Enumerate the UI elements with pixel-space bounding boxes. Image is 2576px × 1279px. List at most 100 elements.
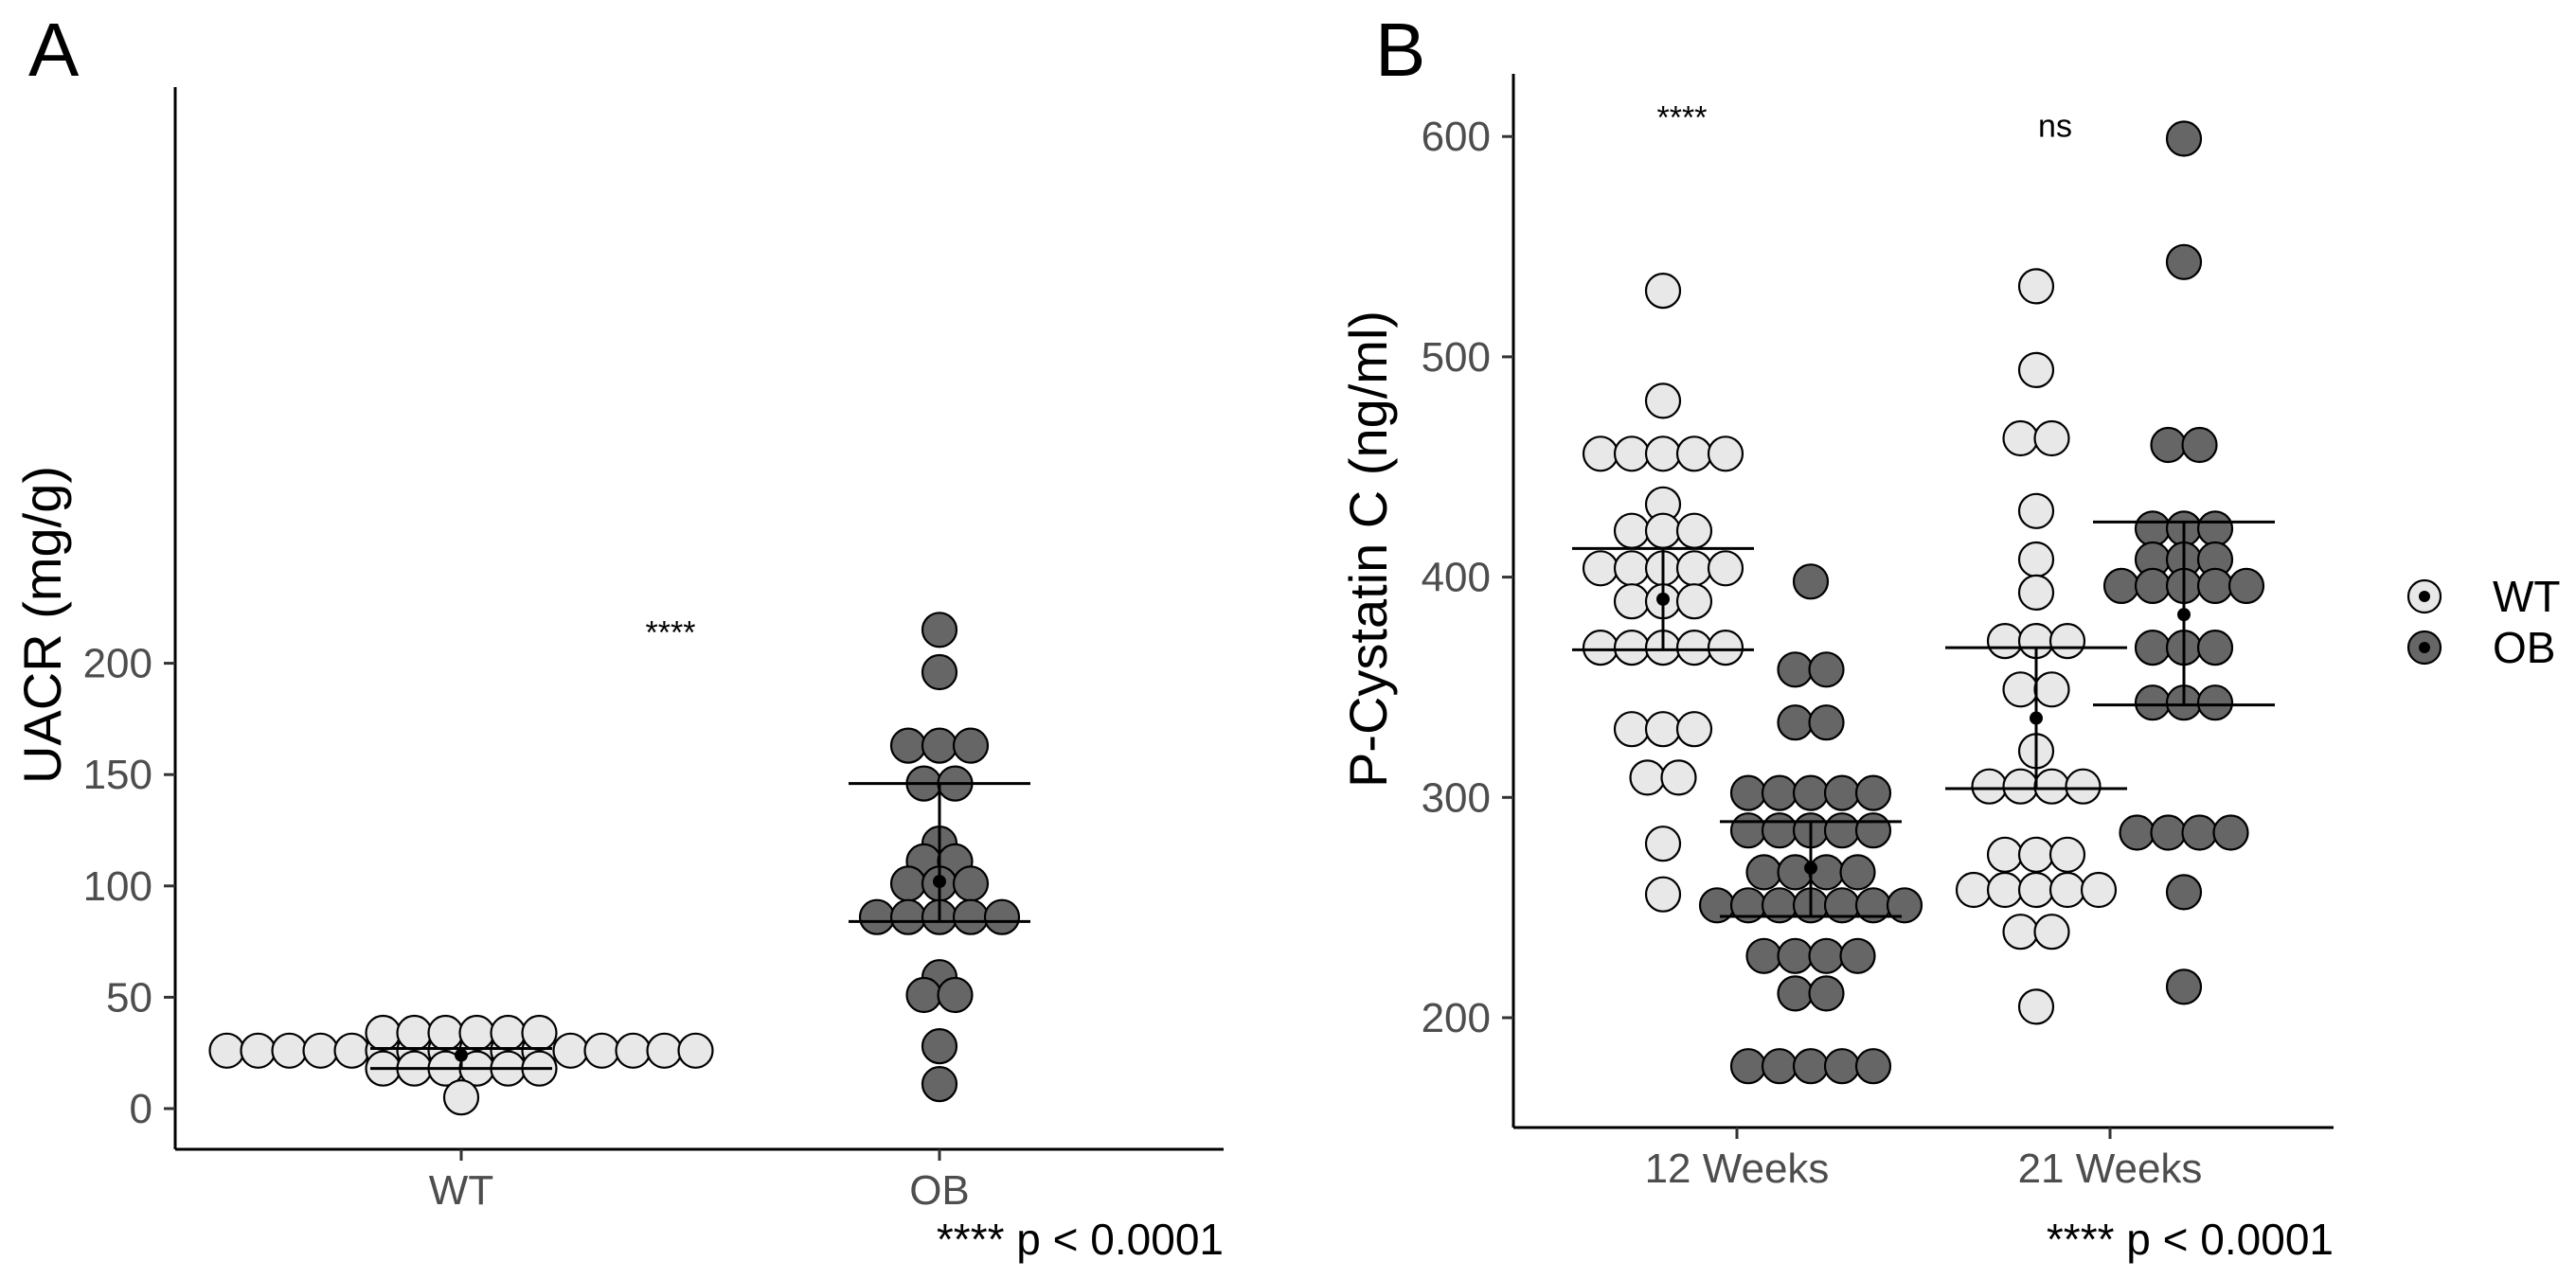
- panel-b-wt-12-weeks-point: [1675, 711, 1713, 748]
- y-tick-label: 0: [130, 1086, 152, 1132]
- panel-b-wt-12-weeks-point: [1644, 512, 1682, 549]
- panel-b-ob-21-weeks-point: [2150, 814, 2187, 851]
- panel-b-wt-21-weeks-point: [2017, 541, 2055, 578]
- panel-b-wt-21-weeks-point: [2002, 671, 2039, 708]
- panel-b-ob-12-weeks-point: [1792, 774, 1830, 811]
- panel-b-wt-21-weeks-point: [2017, 836, 2055, 873]
- panel-b-wt-12-weeks-point: [1644, 382, 1682, 419]
- panel-b-ob-21-weeks-point: [2165, 968, 2203, 1005]
- panel-a-ob-point: [921, 1027, 958, 1065]
- panel-b-wt-21-weeks-point: [2033, 671, 2070, 708]
- panel-b-ob-12-weeks-point: [1792, 1048, 1830, 1085]
- panel-b-ob-12-weeks-point: [1777, 975, 1814, 1012]
- panel-b-wt-21-weeks-point: [2033, 419, 2070, 457]
- panel-b-ob-21-weeks-point: [2212, 814, 2249, 851]
- panel-a-ob-point: [889, 898, 927, 935]
- panel-b-wt-21-weeks-point: [2048, 836, 2086, 873]
- panel-b-ob-21-weeks-point: [2165, 243, 2203, 280]
- panel-b-wt-12-weeks-point: [1675, 512, 1713, 549]
- panel-b-wt-12-weeks-point: [1613, 435, 1651, 472]
- panel-a-wt-point: [427, 1014, 464, 1052]
- panel-b-significance-labels: **** ns: [1657, 99, 2072, 144]
- panel-a-ob-point: [921, 612, 958, 648]
- panel-b-ob-21-weeks-point: [2134, 510, 2172, 547]
- panel-b-ob-12-weeks-point: [1808, 704, 1845, 741]
- panel-b-wt-21-weeks-point: [2002, 768, 2039, 805]
- panel-b-wt-12-weeks-point: [1675, 629, 1713, 666]
- panel-b-wt-21-weeks-point: [2033, 768, 2070, 805]
- panel-b-ob-12-weeks-point: [1808, 651, 1845, 688]
- panel-a-ob-point: [983, 898, 1021, 935]
- panel-b-ob-12-weeks-point: [1777, 651, 1814, 688]
- panel-a-ob-mean-marker: [933, 875, 946, 889]
- panel-b-wt-12-weeks-point: [1644, 711, 1682, 748]
- panel-a-ob-point: [889, 727, 927, 764]
- panel-a-ob-point: [937, 976, 974, 1014]
- legend-label-ob: OB: [2493, 623, 2555, 672]
- y-tick-label: 50: [106, 974, 152, 1021]
- panel-b-ob-12-weeks-point: [1792, 563, 1830, 600]
- panel-a: A UACR (mg/g) 0 50 100 150 200 WT OB **** ***…: [12, 8, 1224, 1264]
- y-tick-label: 200: [1422, 995, 1491, 1041]
- panel-b-wt-21-weeks-point: [1986, 836, 2024, 873]
- x-tick-label: WT: [429, 1167, 493, 1214]
- panel-a-wt-point: [442, 1079, 480, 1116]
- panel-b-significance-label: ns: [2038, 109, 2072, 145]
- y-tick-label: 100: [83, 863, 152, 910]
- panel-a-wt-point: [208, 1032, 245, 1069]
- panel-a-wt-point: [521, 1014, 558, 1052]
- panel-b-wt-21-weeks-point: [2048, 871, 2086, 909]
- panel-b-significance-label: ****: [1657, 99, 1708, 135]
- legend-label-wt: WT: [2493, 572, 2561, 621]
- panel-b-ob-12-weeks-point: [1729, 812, 1767, 849]
- panel-b-wt-21-weeks-mean-marker: [2030, 711, 2043, 725]
- panel-b-ob-21-weeks-point: [2181, 814, 2218, 851]
- panel-b-letter: B: [1375, 8, 1425, 92]
- panel-b-wt-12-weeks-point: [1675, 435, 1713, 472]
- panel-b-ob-12-weeks-point: [1854, 812, 1892, 849]
- panel-b-wt-12-weeks-point: [1660, 759, 1697, 796]
- panel-b-wt-12-weeks-point: [1613, 629, 1651, 666]
- panel-b-ob-12-weeks-point: [1729, 1048, 1767, 1085]
- panel-b-ob-12-weeks-point: [1745, 854, 1782, 891]
- panel-b-points: [1582, 120, 2265, 1085]
- x-tick-label: 21 Weeks: [2018, 1146, 2203, 1192]
- x-tick-label: OB: [909, 1167, 970, 1214]
- panel-b-wt-21-weeks-point: [1955, 871, 1993, 909]
- panel-b-ob-12-weeks-mean-marker: [1804, 861, 1817, 875]
- panel-b-wt-12-weeks-point: [1644, 826, 1682, 862]
- panel-b-y-axis-title: P-Cystatin C (ng/ml): [1338, 311, 1398, 788]
- panel-b-ob-21-weeks-point: [2196, 510, 2234, 547]
- panel-b-wt-21-weeks-point: [2048, 622, 2086, 660]
- panel-b-ob-12-weeks-point: [1745, 937, 1782, 974]
- panel-b-wt-21-weeks-point: [2002, 419, 2039, 457]
- panel-b-wt-21-weeks-point: [2017, 351, 2055, 388]
- panel-b-ob-12-weeks-point: [1729, 774, 1767, 811]
- panel-b-wt-21-weeks-point: [2017, 268, 2055, 305]
- y-tick-label: 500: [1422, 334, 1491, 381]
- panel-a-points: [208, 612, 1021, 1116]
- x-tick-label: 12 Weeks: [1645, 1146, 1830, 1192]
- panel-b-wt-12-weeks-point: [1707, 629, 1744, 666]
- panel-b-ob-21-weeks-point: [2134, 629, 2172, 666]
- panel-a-wt-point: [333, 1032, 370, 1069]
- panel-b-error-bars: [1572, 520, 2275, 918]
- panel-b-wt-12-weeks-point: [1582, 435, 1619, 472]
- panel-b-ob-21-weeks-point: [2102, 567, 2140, 605]
- panel-a-wt-point: [552, 1032, 589, 1069]
- panel-a-y-ticks: 0 50 100 150 200: [83, 641, 175, 1132]
- panel-b-ob-12-weeks-point: [1777, 704, 1814, 741]
- panel-b-ob-21-weeks-point: [2196, 629, 2234, 666]
- panel-b-ob-12-weeks-point: [1854, 774, 1892, 811]
- panel-a-wt-point: [365, 1014, 402, 1052]
- panel-a-y-axis-title: UACR (mg/g): [12, 466, 72, 784]
- y-tick-label: 200: [83, 641, 152, 687]
- panel-b-ob-21-weeks-point: [2196, 567, 2234, 605]
- panel-a-wt-point: [677, 1032, 714, 1069]
- panel-b-wt-21-weeks-point: [2033, 914, 2070, 950]
- panel-b-wt-12-weeks-point: [1613, 583, 1651, 620]
- panel-b-wt-21-weeks-point: [2065, 768, 2102, 805]
- panel-b-ob-21-weeks-point: [2227, 567, 2265, 605]
- panel-a-wt-point: [458, 1014, 495, 1052]
